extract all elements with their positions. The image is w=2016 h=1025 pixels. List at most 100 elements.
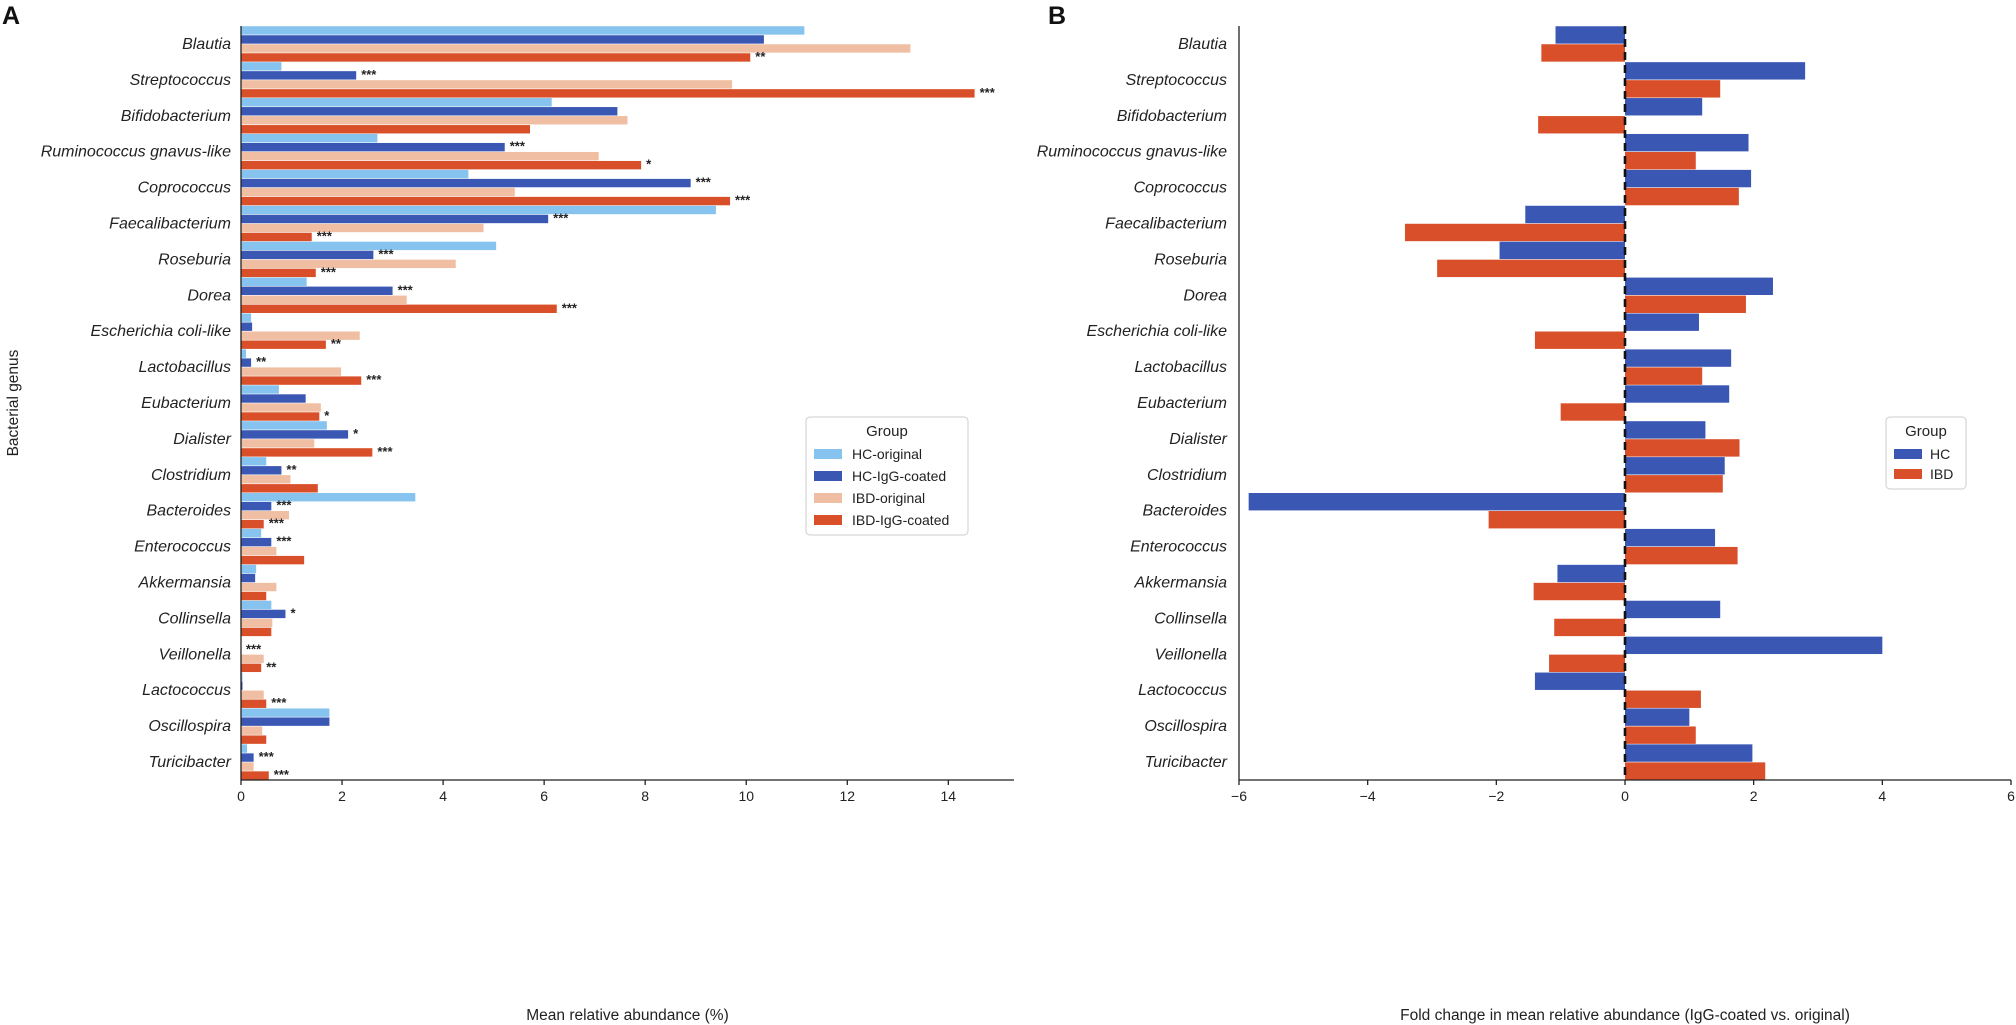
bar-ibd-igg-coated-blautia	[241, 53, 751, 62]
category-label: Clostridium	[1147, 467, 1227, 484]
category-label: Enterococcus	[134, 539, 231, 556]
category-label: Lactobacillus	[139, 359, 232, 376]
legend-label-ibd-original: IBD-original	[852, 490, 925, 506]
bar-ibd-igg-coated-veillonella	[241, 663, 262, 673]
bar-ibd-igg-coated-dialister	[241, 448, 373, 457]
bar-ibd-dialister	[1625, 439, 1740, 457]
bar-hc-lactobacillus	[1625, 349, 1732, 367]
bar-hc-igg-coated-blautia	[241, 35, 764, 44]
bar-hc-original-oscillospira	[241, 708, 330, 717]
bar-ibd-bacteroides	[1488, 511, 1625, 529]
bar-hc-escherichia-coli-like	[1625, 313, 1699, 331]
legend-swatch-hc	[1894, 449, 1922, 459]
category-label: Lactococcus	[1138, 682, 1227, 699]
bar-hc-igg-coated-ruminococcus-gnavus-like	[241, 142, 505, 152]
x-tick-label: 2	[338, 788, 346, 804]
category-label: Oscillospira	[148, 718, 231, 735]
category-label: Bifidobacterium	[121, 108, 231, 125]
category-label: Blautia	[1178, 36, 1227, 53]
bar-hc-dialister	[1625, 421, 1706, 439]
bar-hc-coprococcus	[1625, 169, 1752, 188]
legend-title: Group	[1905, 423, 1947, 440]
category-label: Dorea	[1183, 287, 1227, 304]
bar-ibd-dorea	[1625, 295, 1746, 313]
significance-label: **	[755, 49, 766, 64]
legend: Group HC-original HC-IgG-coated IBD-origina…	[805, 416, 969, 536]
bar-hc-igg-coated-enterococcus	[241, 537, 272, 547]
category-label: Dialister	[173, 431, 231, 448]
bar-hc-original-akkermansia	[241, 564, 257, 574]
bar-ibd-igg-coated-collinsella	[241, 627, 272, 637]
category-label: Collinsella	[1154, 610, 1227, 627]
bar-ibd-igg-coated-coprococcus	[241, 196, 731, 206]
bar-hc-akkermansia	[1557, 564, 1625, 583]
category-label: Oscillospira	[1144, 718, 1227, 735]
bar-hc-igg-coated-lactobacillus	[241, 358, 252, 367]
bar-ibd-igg-coated-dorea	[241, 304, 557, 313]
bar-ibd-original-bacteroides	[241, 511, 289, 520]
x-axis-title: Fold change in mean relative abundance (…	[1400, 1007, 1850, 1024]
bar-ibd-streptococcus	[1625, 80, 1721, 98]
category-label: Clostridium	[151, 467, 231, 484]
significance-label: ***	[259, 749, 275, 764]
bar-ibd-igg-coated-bifidobacterium	[241, 125, 530, 134]
bar-ibd-roseburia	[1437, 259, 1625, 278]
bar-ibd-lactococcus	[1625, 690, 1701, 708]
bar-hc-igg-coated-lactococcus	[241, 681, 243, 690]
bar-ibd-original-roseburia	[241, 259, 456, 269]
x-tick-label: 2	[1750, 788, 1758, 804]
bar-ibd-veillonella	[1549, 654, 1625, 673]
significance-label: ***	[696, 175, 712, 190]
bar-ibd-igg-coated-eubacterium	[241, 412, 320, 421]
category-label: Akkermansia	[1134, 575, 1228, 592]
category-label: Dialister	[1169, 431, 1227, 448]
significance-label: *	[324, 408, 330, 423]
category-label: Collinsella	[158, 610, 231, 627]
x-tick-label: 12	[839, 788, 855, 804]
bar-ibd-collinsella	[1554, 618, 1625, 637]
bar-ibd-akkermansia	[1533, 582, 1625, 601]
bar-ibd-igg-coated-clostridium	[241, 484, 318, 493]
bar-ibd-original-coprococcus	[241, 187, 515, 197]
category-label: Akkermansia	[138, 575, 232, 592]
significance-label: ***	[735, 193, 751, 208]
bar-ibd-original-faecalibacterium	[241, 223, 484, 233]
category-label: Dorea	[187, 287, 231, 304]
category-label: Streptococcus	[130, 72, 231, 89]
x-tick-label: 8	[641, 788, 649, 804]
bar-ibd-lactobacillus	[1625, 367, 1703, 385]
category-label: Escherichia coli-like	[1087, 323, 1228, 340]
legend-label-hc: HC	[1930, 446, 1950, 462]
category-label: Veillonella	[159, 646, 231, 663]
x-axis-title: Mean relative abundance (%)	[526, 1007, 728, 1024]
legend-swatch-hc-original	[814, 449, 842, 459]
panel-a-chart: Blautia**Streptococcus ******Bifidobacter…	[5, 26, 1014, 1024]
bar-ibd-enterococcus	[1625, 546, 1738, 565]
bar-ibd-original-collinsella	[241, 618, 273, 628]
y-axis-title: Bacterial genus	[5, 349, 22, 456]
significance-label: **	[256, 354, 267, 369]
category-label: Coprococcus	[1134, 180, 1227, 197]
significance-label: ***	[980, 85, 996, 100]
bar-hc-collinsella	[1625, 600, 1721, 619]
category-label: Coprococcus	[138, 180, 231, 197]
bar-ibd-original-dorea	[241, 295, 407, 304]
bar-hc-turicibacter	[1625, 744, 1753, 762]
significance-label: ***	[398, 282, 414, 297]
bar-ibd-original-veillonella	[241, 654, 264, 664]
x-tick-label: 0	[237, 788, 245, 804]
bar-hc-igg-coated-akkermansia	[241, 573, 256, 583]
significance-label: ***	[276, 498, 292, 513]
bar-ibd-ruminococcus-gnavus-like	[1625, 151, 1696, 170]
legend-label-hc-igg-coated: HC-IgG-coated	[852, 468, 946, 484]
bar-hc-original-enterococcus	[241, 528, 262, 538]
bar-ibd-blautia	[1541, 44, 1625, 62]
bar-ibd-igg-coated-bacteroides	[241, 520, 264, 529]
bar-hc-lactococcus	[1534, 672, 1625, 690]
bar-ibd-eubacterium	[1560, 403, 1625, 421]
x-tick-label: 14	[941, 788, 957, 804]
category-label: Eubacterium	[141, 395, 231, 412]
significance-label: ***	[321, 264, 337, 279]
bar-hc-blautia	[1555, 26, 1625, 44]
significance-label: ***	[269, 516, 285, 531]
